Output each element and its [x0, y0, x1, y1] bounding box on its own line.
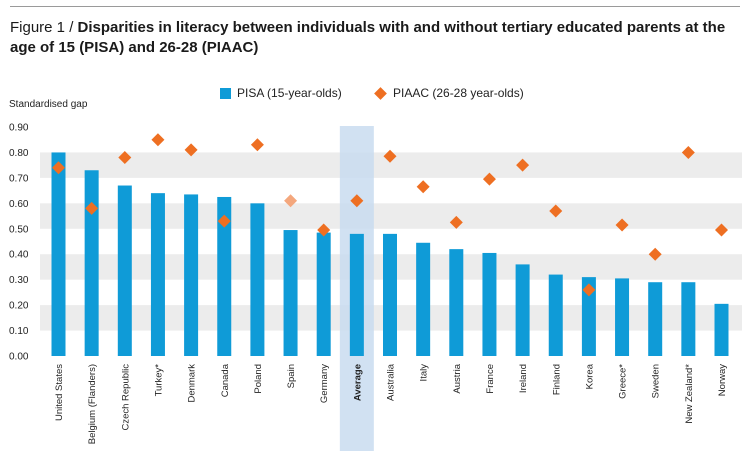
pisa-bar	[184, 194, 199, 356]
x-tick-label: Denmark	[187, 364, 198, 403]
pisa-bar	[515, 264, 530, 356]
piaac-marker	[516, 158, 530, 172]
pisa-bar	[548, 274, 563, 356]
piaac-marker	[383, 149, 397, 163]
y-tick-label: 0.00	[9, 352, 29, 363]
pisa-bar	[250, 203, 265, 356]
x-tick-label: Korea	[584, 363, 595, 389]
y-tick-label: 0.50	[9, 224, 29, 235]
pisa-bar	[416, 242, 431, 356]
piaac-marker	[118, 151, 132, 165]
piaac-marker	[284, 194, 298, 208]
figure-label: Figure 1 /	[10, 19, 78, 36]
x-tick-label: Ireland	[518, 364, 529, 393]
pisa-bar	[84, 170, 99, 356]
y-axis-label: Standardised gap	[9, 99, 88, 110]
figure-title: Figure 1 / Disparities in literacy betwe…	[10, 18, 740, 58]
pisa-bar	[581, 277, 596, 356]
piaac-marker	[681, 145, 695, 159]
x-tick-label: Turkey*	[153, 364, 164, 397]
x-tick-label: Czech Republic	[120, 364, 131, 431]
pisa-bar	[449, 249, 464, 356]
piaac-marker	[715, 223, 728, 237]
x-tick-label: United States	[54, 364, 65, 421]
pisa-bar	[648, 282, 663, 356]
x-tick-label: Average	[352, 364, 363, 401]
grid-band	[40, 203, 742, 229]
legend-item-pisa: PISA (15-year-olds)	[220, 86, 342, 100]
pisa-bar	[482, 252, 497, 356]
x-tick-label: Canada	[220, 363, 231, 397]
pisa-bar	[349, 233, 364, 356]
legend-label-pisa: PISA (15-year-olds)	[237, 86, 342, 100]
pisa-bar	[714, 303, 729, 356]
pisa-bar	[681, 282, 696, 356]
piaac-marker	[151, 133, 165, 147]
piaac-marker	[648, 247, 662, 261]
piaac-marker	[615, 218, 629, 232]
piaac-marker	[549, 204, 563, 218]
pisa-bar	[150, 193, 165, 356]
x-tick-label: Spain	[286, 364, 297, 388]
x-tick-label: Belgium (Flanders)	[87, 364, 98, 444]
piaac-marker	[85, 201, 99, 215]
x-tick-label: Greece*	[618, 364, 629, 399]
piaac-marker	[350, 194, 364, 208]
piaac-marker	[52, 161, 65, 175]
x-tick-label: Finland	[551, 364, 562, 395]
figure-title-text: Disparities in literacy between individu…	[10, 19, 726, 56]
pisa-bar	[217, 196, 232, 356]
x-tick-label: Italy	[419, 364, 430, 382]
x-tick-label: Sweden	[651, 364, 662, 398]
x-tick-label: Germany	[319, 364, 330, 403]
pisa-bar	[283, 230, 298, 356]
legend-item-piaac: PIAAC (26-28 year-olds)	[374, 86, 524, 100]
piaac-marker	[416, 180, 430, 194]
piaac-marker	[250, 138, 264, 152]
y-tick-label: 0.80	[9, 148, 29, 159]
piaac-marker	[582, 283, 596, 297]
pisa-bar	[383, 233, 397, 356]
piaac-marker	[449, 215, 463, 229]
pisa-bar	[117, 185, 132, 356]
y-tick-label: 0.60	[9, 199, 29, 210]
pisa-bar	[51, 152, 66, 356]
x-tick-label: Poland	[253, 364, 264, 394]
pisa-bar	[615, 278, 630, 356]
piaac-marker	[317, 223, 331, 237]
x-tick-label: Australia	[386, 363, 397, 401]
top-rule	[10, 6, 740, 7]
y-tick-label: 0.30	[9, 275, 29, 286]
y-tick-label: 0.90	[9, 123, 29, 134]
legend-label-piaac: PIAAC (26-28 year-olds)	[393, 86, 524, 100]
piaac-marker	[184, 143, 198, 157]
x-tick-label: France	[485, 364, 496, 394]
pisa-bar	[316, 232, 331, 356]
y-tick-label: 0.40	[9, 250, 29, 261]
y-tick-label: 0.10	[9, 326, 29, 337]
x-tick-label: Austria	[452, 363, 463, 393]
x-tick-label: New Zealand*	[684, 364, 695, 424]
y-tick-label: 0.70	[9, 173, 29, 184]
piaac-marker	[482, 172, 496, 186]
legend-swatch-bar	[220, 87, 231, 99]
x-tick-label: Norway	[717, 364, 728, 396]
y-tick-label: 0.20	[9, 301, 29, 312]
piaac-marker	[217, 214, 231, 228]
